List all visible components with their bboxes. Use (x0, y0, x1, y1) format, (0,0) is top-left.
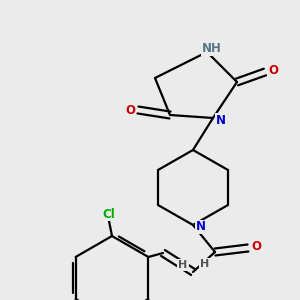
Text: NH: NH (202, 43, 222, 56)
Text: Cl: Cl (103, 208, 116, 220)
Text: H: H (178, 260, 188, 270)
Text: H: H (200, 259, 210, 269)
Text: O: O (125, 103, 135, 116)
Text: N: N (216, 113, 226, 127)
Text: N: N (196, 220, 206, 233)
Text: O: O (268, 64, 278, 77)
Text: O: O (251, 241, 261, 254)
